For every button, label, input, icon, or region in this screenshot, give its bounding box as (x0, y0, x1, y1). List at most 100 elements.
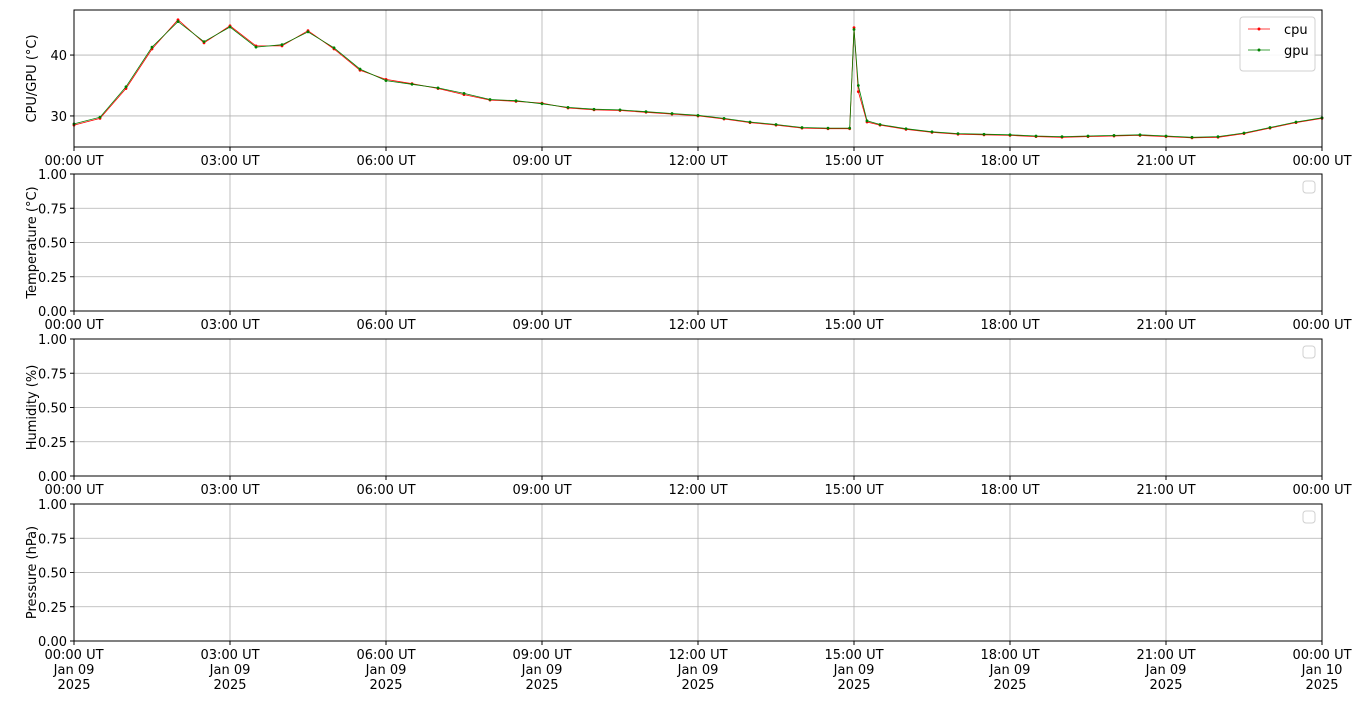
series-marker (540, 102, 544, 106)
x-tick-label: 12:00 UT Jan 09 2025 (668, 648, 727, 693)
x-tick-label: 00:00 UT (1292, 154, 1351, 169)
series-marker (826, 126, 830, 130)
legend-marker (1257, 27, 1261, 31)
series-marker (982, 132, 986, 136)
series-marker (722, 116, 726, 120)
x-tick-label: 03:00 UT (200, 154, 259, 169)
series-marker (1242, 131, 1246, 135)
series-marker (848, 126, 852, 130)
series-marker (878, 123, 882, 126)
y-tick-label: 0.75 (38, 202, 67, 217)
series-marker (852, 28, 856, 31)
y-tick-label: 1.00 (38, 333, 67, 348)
x-tick-label: 18:00 UT Jan 09 2025 (980, 648, 1039, 693)
series-marker (1034, 134, 1038, 138)
y-tick-label: 0.75 (38, 532, 67, 547)
x-tick-label: 03:00 UT Jan 09 2025 (200, 648, 259, 693)
x-tick-label: 03:00 UT (200, 318, 259, 333)
series-marker (1138, 133, 1142, 137)
series-marker (865, 119, 869, 123)
series-marker (488, 98, 492, 101)
y-tick-label: 40 (50, 49, 67, 64)
x-tick-label: 09:00 UT (512, 318, 571, 333)
series-marker (436, 86, 440, 90)
series-marker (228, 25, 232, 29)
x-tick-label: 09:00 UT (512, 483, 571, 498)
legend-box (1239, 16, 1316, 72)
y-tick-label: 0.50 (38, 237, 67, 252)
y-tick-label: 0.00 (38, 305, 67, 320)
series-marker (856, 84, 860, 87)
x-tick-label: 06:00 UT Jan 09 2025 (356, 648, 415, 693)
legend-box (1302, 180, 1316, 194)
y-tick-label: 0.50 (38, 567, 67, 582)
legend-label: gpu (1284, 44, 1309, 59)
y-tick-label: 0.00 (38, 470, 67, 485)
axes-frame (73, 503, 1323, 642)
x-tick-label: 15:00 UT (824, 318, 883, 333)
x-tick-label: 21:00 UT (1136, 318, 1195, 333)
series-marker (1190, 135, 1194, 139)
x-tick-label: 21:00 UT (1136, 483, 1195, 498)
x-tick-label: 09:00 UT Jan 09 2025 (512, 648, 571, 693)
series-marker (696, 113, 700, 117)
x-tick-label: 15:00 UT (824, 154, 883, 169)
y-axis-label: Pressure (hPa) (25, 526, 40, 619)
axes-frame (73, 338, 1323, 477)
y-tick-label: 0.25 (38, 601, 67, 616)
x-tick-label: 15:00 UT (824, 483, 883, 498)
series-marker (670, 112, 674, 115)
series-marker (930, 130, 934, 134)
series-marker (1164, 134, 1168, 138)
series-marker (150, 45, 154, 49)
y-tick-label: 30 (50, 110, 67, 125)
y-tick-label: 0.50 (38, 402, 67, 417)
axes-frame (73, 9, 1323, 148)
axes-frame (73, 173, 1323, 312)
y-tick-label: 1.00 (38, 498, 67, 513)
x-tick-label: 21:00 UT Jan 09 2025 (1136, 648, 1195, 693)
x-tick-label: 00:00 UT (44, 318, 103, 333)
series-marker (1268, 126, 1272, 129)
series-marker (332, 46, 336, 50)
x-tick-label: 00:00 UT (1292, 483, 1351, 498)
x-tick-label: 00:00 UT Jan 09 2025 (44, 648, 103, 693)
y-axis-label: Humidity (%) (25, 365, 40, 451)
x-tick-label: 06:00 UT (356, 318, 415, 333)
series-marker (1008, 133, 1012, 137)
series-marker (644, 110, 648, 114)
x-tick-label: 21:00 UT (1136, 154, 1195, 169)
series-marker (384, 79, 388, 83)
x-tick-label: 12:00 UT (668, 154, 727, 169)
series-marker (254, 45, 258, 49)
series-marker (358, 67, 362, 71)
series-marker (748, 120, 752, 124)
y-axis-label: CPU/GPU (°C) (25, 34, 40, 122)
y-tick-label: 0.25 (38, 436, 67, 451)
series-line (73, 21, 1323, 138)
x-tick-label: 18:00 UT (980, 318, 1039, 333)
y-axis-label: Temperature (°C) (25, 186, 40, 299)
x-tick-label: 18:00 UT (980, 483, 1039, 498)
series-marker (514, 99, 518, 103)
series-marker (124, 85, 128, 89)
y-tick-label: 0.75 (38, 367, 67, 382)
x-tick-label: 12:00 UT (668, 483, 727, 498)
x-tick-label: 18:00 UT (980, 154, 1039, 169)
series-marker (1086, 134, 1090, 138)
y-tick-label: 1.00 (38, 168, 67, 183)
series-marker (462, 92, 466, 95)
x-tick-label: 00:00 UT (1292, 318, 1351, 333)
series-marker (856, 90, 860, 93)
legend-label: cpu (1284, 23, 1308, 38)
series-marker (956, 132, 960, 136)
x-tick-label: 00:00 UT (44, 154, 103, 169)
series-marker (1294, 120, 1298, 124)
y-tick-label: 0.00 (38, 635, 67, 650)
series-marker (774, 123, 778, 126)
series-marker (1216, 135, 1220, 139)
x-tick-label: 00:00 UT (44, 483, 103, 498)
x-tick-label: 12:00 UT (668, 318, 727, 333)
